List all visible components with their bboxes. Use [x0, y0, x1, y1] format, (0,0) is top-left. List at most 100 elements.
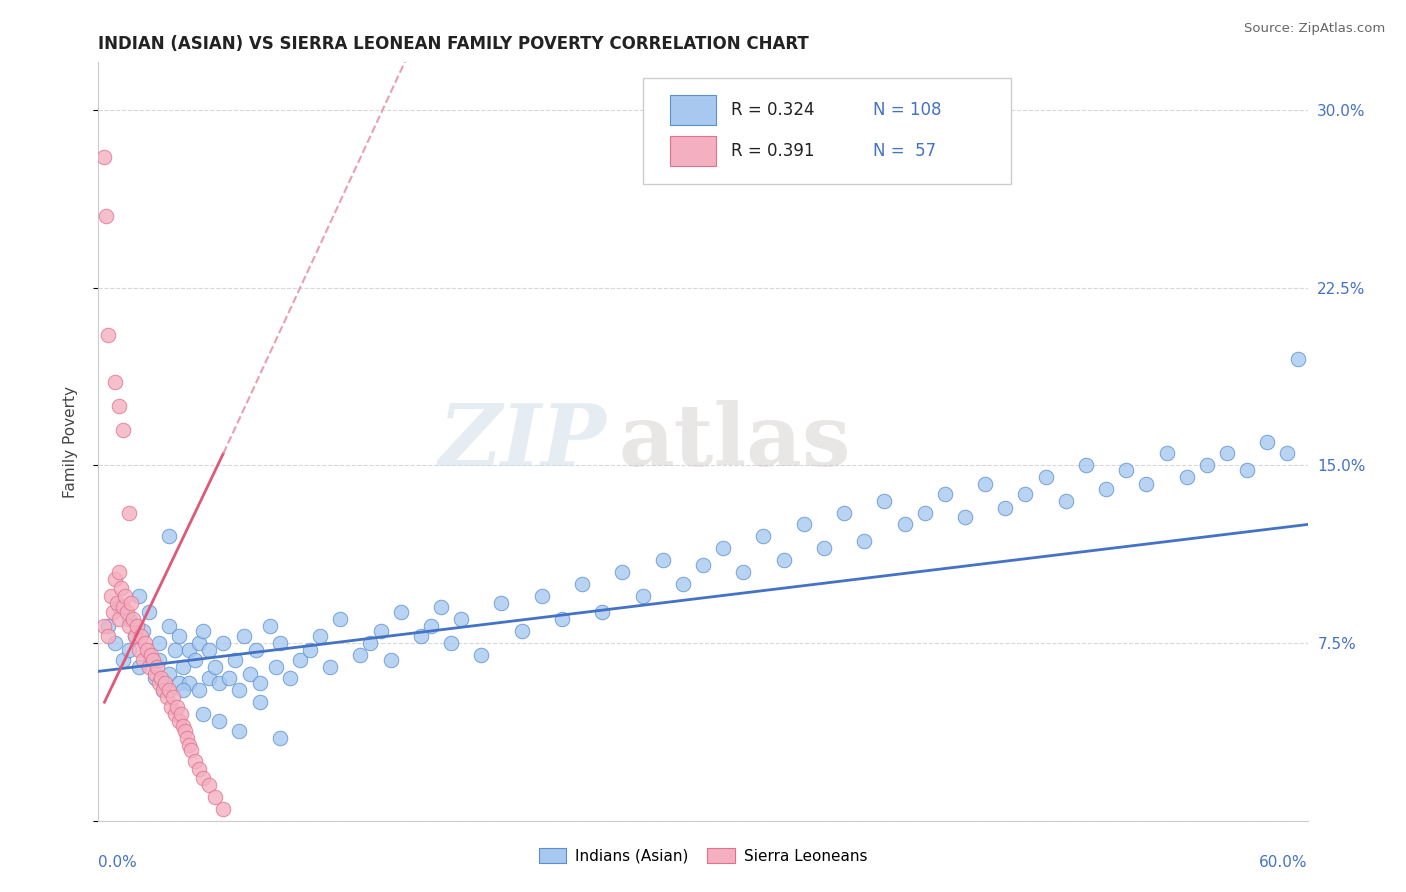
Point	[288, 652, 311, 666]
Point	[208, 714, 231, 728]
Point	[107, 600, 129, 615]
Point	[138, 659, 160, 673]
Point	[166, 699, 188, 714]
Point	[174, 723, 197, 738]
Point	[132, 652, 155, 666]
Point	[152, 683, 174, 698]
Point	[193, 771, 215, 785]
Point	[167, 629, 190, 643]
Point	[245, 643, 267, 657]
Text: N =  57: N = 57	[873, 142, 936, 161]
Point	[105, 596, 128, 610]
Point	[551, 612, 574, 626]
Point	[134, 636, 156, 650]
Point	[118, 643, 141, 657]
Point	[692, 558, 714, 572]
Point	[370, 624, 392, 639]
Point	[232, 629, 254, 643]
Point	[93, 150, 115, 164]
Point	[1054, 493, 1077, 508]
FancyBboxPatch shape	[671, 95, 716, 126]
Point	[1095, 482, 1118, 496]
Point	[120, 596, 142, 610]
Point	[224, 652, 246, 666]
Point	[157, 666, 180, 681]
Point	[1014, 486, 1036, 500]
Point	[125, 619, 148, 633]
Point	[143, 666, 166, 681]
Point	[249, 695, 271, 709]
Point	[1216, 446, 1239, 460]
Point	[121, 612, 143, 626]
Point	[470, 648, 492, 662]
Point	[914, 506, 936, 520]
FancyBboxPatch shape	[671, 136, 716, 166]
Point	[188, 636, 211, 650]
Point	[193, 624, 215, 639]
Point	[97, 327, 120, 342]
Point	[711, 541, 734, 556]
Point	[184, 755, 207, 769]
Point	[172, 719, 194, 733]
Point	[1115, 463, 1137, 477]
Text: INDIAN (ASIAN) VS SIERRA LEONEAN FAMILY POVERTY CORRELATION CHART: INDIAN (ASIAN) VS SIERRA LEONEAN FAMILY …	[98, 35, 810, 53]
Text: Source: ZipAtlas.com: Source: ZipAtlas.com	[1244, 22, 1385, 36]
Point	[228, 683, 250, 698]
Point	[510, 624, 533, 639]
Point	[259, 619, 281, 633]
Point	[1236, 463, 1258, 477]
Point	[157, 683, 180, 698]
Point	[1135, 477, 1157, 491]
Point	[893, 517, 915, 532]
Point	[124, 629, 146, 643]
Point	[111, 600, 134, 615]
Point	[360, 636, 382, 650]
Point	[101, 605, 124, 619]
Point	[103, 636, 125, 650]
Text: 60.0%: 60.0%	[1260, 855, 1308, 871]
Point	[208, 676, 231, 690]
Point	[149, 672, 172, 686]
Point	[269, 731, 291, 745]
Point	[1074, 458, 1097, 473]
Point	[179, 676, 201, 690]
Point	[188, 762, 211, 776]
Point	[148, 676, 170, 690]
Point	[180, 742, 202, 756]
Point	[157, 619, 180, 633]
Point	[198, 643, 221, 657]
Point	[772, 553, 794, 567]
Point	[813, 541, 835, 556]
Text: 0.0%: 0.0%	[98, 855, 138, 871]
Point	[128, 643, 150, 657]
Point	[269, 636, 291, 650]
Point	[118, 506, 141, 520]
Point	[114, 589, 136, 603]
Point	[319, 659, 342, 673]
Point	[93, 619, 115, 633]
Point	[198, 778, 221, 792]
Point	[193, 706, 215, 721]
Point	[172, 683, 194, 698]
Point	[96, 210, 118, 224]
Point	[170, 706, 193, 721]
Point	[873, 493, 896, 508]
Point	[349, 648, 371, 662]
Point	[139, 648, 162, 662]
Point	[118, 619, 141, 633]
Point	[591, 605, 613, 619]
Point	[994, 500, 1017, 515]
Point	[167, 714, 190, 728]
Point	[934, 486, 956, 500]
Point	[329, 612, 352, 626]
Text: R = 0.391: R = 0.391	[731, 142, 814, 161]
Point	[672, 576, 695, 591]
Point	[107, 399, 129, 413]
Point	[148, 652, 170, 666]
Point	[107, 565, 129, 579]
Point	[107, 612, 129, 626]
Point	[1195, 458, 1218, 473]
Point	[100, 589, 122, 603]
Point	[146, 659, 169, 673]
Point	[167, 676, 190, 690]
